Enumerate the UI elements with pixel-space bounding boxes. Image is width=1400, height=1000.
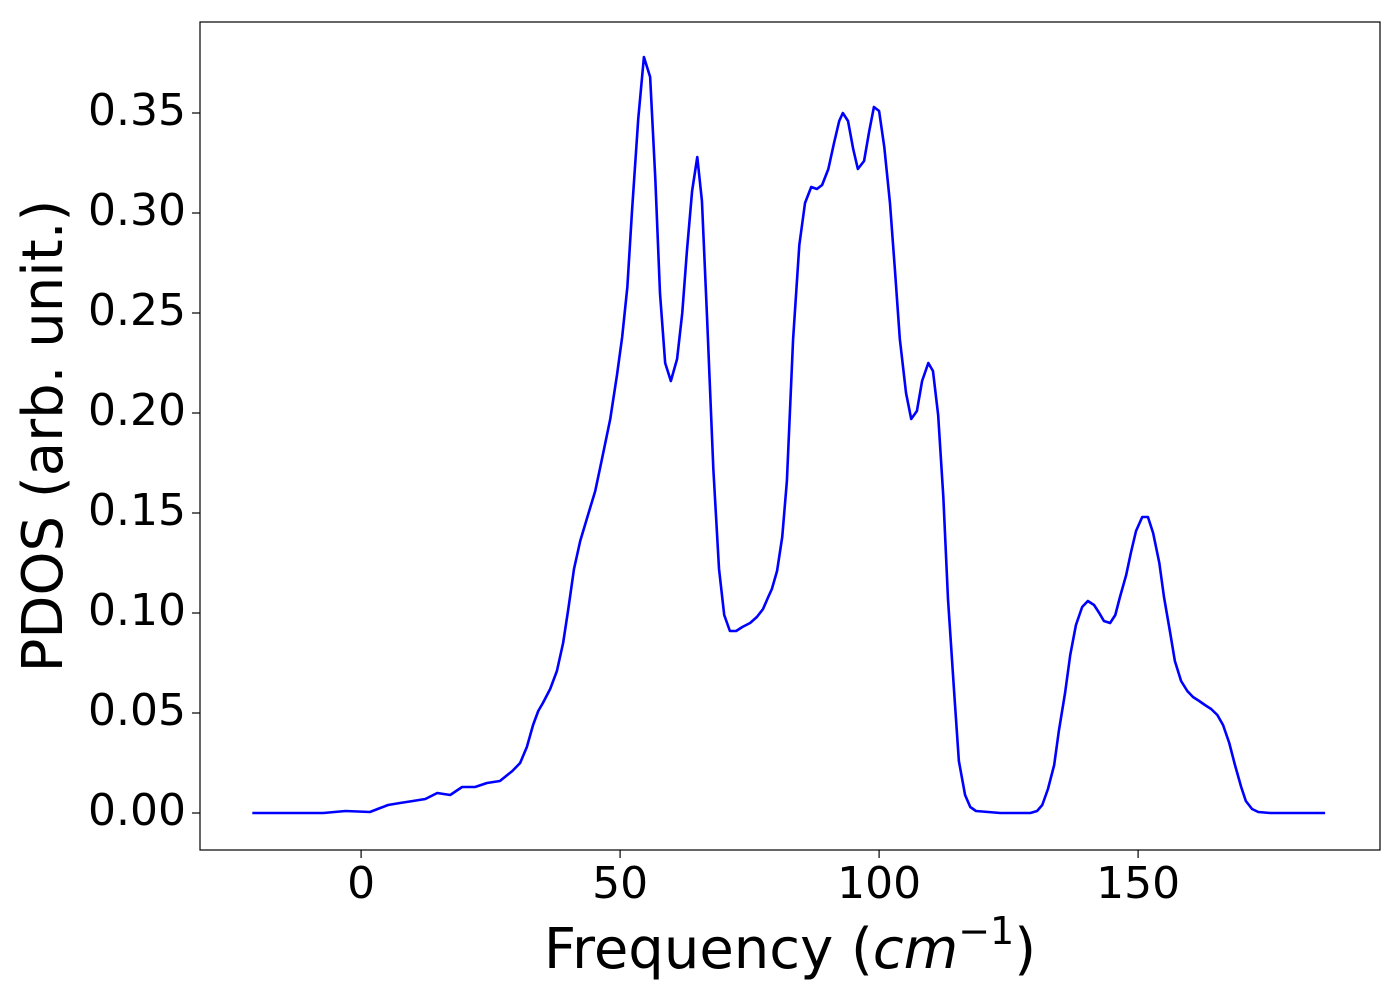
y-tick-label: 0.30 [88, 185, 186, 236]
x-label-part: −1 [958, 909, 1014, 953]
y-tick-label: 0.05 [88, 685, 186, 736]
plot-frame [199, 21, 1381, 851]
x-tick-label: 100 [837, 858, 921, 909]
y-tick-label: 0.00 [88, 785, 186, 836]
x-axis-label: Frequency (cm−1) [544, 909, 1036, 982]
y-tick-label: 0.35 [88, 85, 186, 136]
x-label-part: ) [1014, 917, 1036, 982]
y-tick-label: 0.15 [88, 485, 186, 536]
y-tick-label: 0.20 [88, 385, 186, 436]
x-label-part: Frequency ( [544, 917, 873, 982]
y-tick-label: 0.25 [88, 285, 186, 336]
x-tick-label: 150 [1096, 858, 1180, 909]
y-axis-label: PDOS (arb. unit.) [11, 200, 76, 673]
y-tick-label: 0.10 [88, 585, 186, 636]
x-tick-label: 0 [347, 858, 375, 909]
x-tick-label: 50 [592, 858, 648, 909]
x-label-part: cm [873, 917, 958, 982]
data-line [252, 55, 1326, 815]
